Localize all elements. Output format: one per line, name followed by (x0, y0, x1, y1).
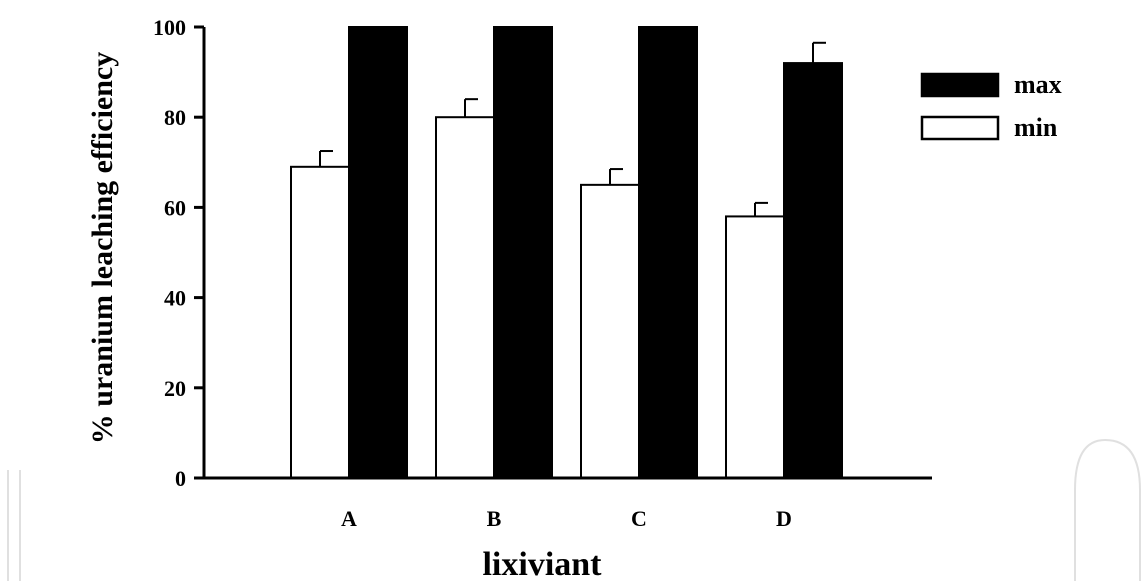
x-tick-label-B: B (487, 506, 502, 531)
y-tick-label: 20 (164, 376, 186, 401)
x-tick-label-C: C (631, 506, 647, 531)
x-tick-label-D: D (776, 506, 792, 531)
y-tick-label: 40 (164, 286, 186, 311)
bar-min-C (580, 183, 640, 479)
x-axis-title: lixiviant (482, 546, 602, 581)
bar-max-B (493, 26, 553, 479)
x-tick-label-A: A (341, 506, 357, 531)
legend-label-min: min (1014, 113, 1058, 142)
legend: max min (920, 70, 1062, 142)
bar-min-D (725, 215, 785, 479)
bar-min-A (290, 165, 350, 479)
bar-max-D (783, 62, 843, 480)
legend-swatch-min (920, 115, 1000, 141)
legend-swatch-max (920, 72, 1000, 98)
bar-min-B (435, 116, 495, 479)
bar-max-A (348, 26, 408, 479)
x-axis-ticks: A B C D (341, 506, 792, 531)
bar-max-C (638, 26, 698, 479)
plot-area (290, 26, 843, 480)
y-tick-label: 0 (175, 466, 186, 491)
y-tick-label: 80 (164, 105, 186, 130)
y-tick-label: 100 (153, 15, 186, 40)
background-watermark (7, 438, 1141, 581)
legend-label-max: max (1014, 70, 1062, 99)
y-axis-ticks: 0 20 40 60 80 100 (153, 15, 204, 491)
y-tick-label: 60 (164, 195, 186, 220)
y-axis-title: % uranium leaching efficiency (86, 52, 119, 444)
